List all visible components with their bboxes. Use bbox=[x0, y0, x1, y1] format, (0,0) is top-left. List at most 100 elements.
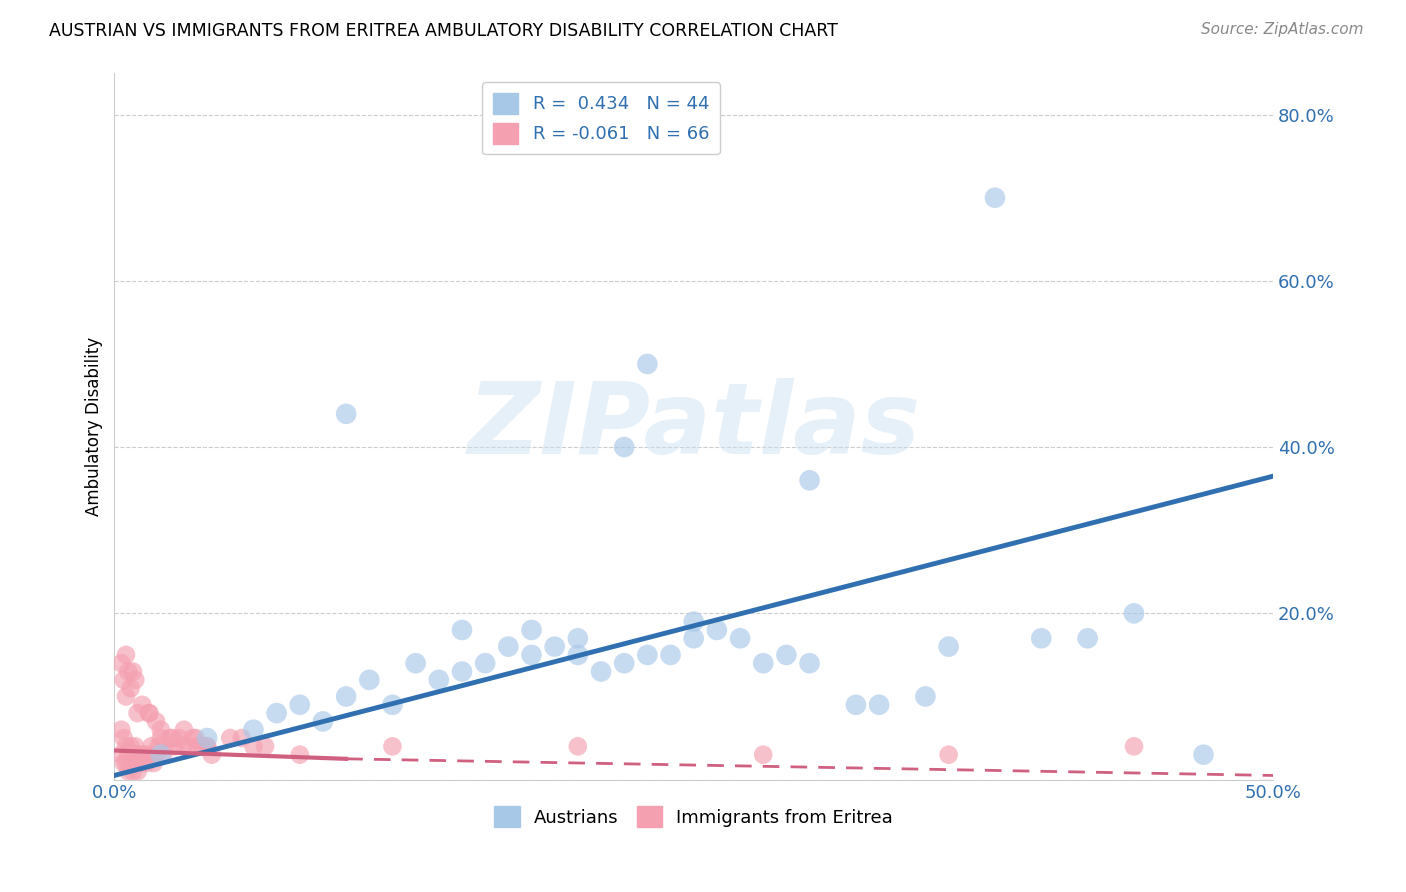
Point bbox=[427, 673, 450, 687]
Point bbox=[359, 673, 381, 687]
Point bbox=[520, 648, 543, 662]
Point bbox=[195, 739, 218, 754]
Point bbox=[163, 739, 186, 754]
Point bbox=[135, 756, 157, 770]
Point bbox=[451, 623, 474, 637]
Point bbox=[938, 747, 960, 762]
Point bbox=[115, 690, 138, 704]
Point bbox=[752, 657, 775, 671]
Point bbox=[381, 739, 404, 754]
Point bbox=[110, 657, 132, 671]
Point bbox=[110, 723, 132, 737]
Point bbox=[451, 665, 474, 679]
Point bbox=[149, 747, 172, 762]
Point bbox=[195, 739, 218, 754]
Point bbox=[242, 739, 264, 754]
Point bbox=[589, 665, 612, 679]
Point bbox=[1192, 747, 1215, 762]
Point bbox=[219, 731, 242, 745]
Point bbox=[231, 731, 253, 745]
Point bbox=[115, 756, 138, 770]
Point bbox=[122, 747, 145, 762]
Point bbox=[335, 407, 357, 421]
Point bbox=[567, 648, 589, 662]
Point bbox=[122, 764, 145, 779]
Point bbox=[613, 657, 636, 671]
Point bbox=[112, 673, 135, 687]
Point bbox=[112, 756, 135, 770]
Point bbox=[149, 731, 172, 745]
Point bbox=[115, 648, 138, 662]
Point bbox=[155, 739, 177, 754]
Point bbox=[799, 473, 821, 487]
Point bbox=[544, 640, 567, 654]
Point bbox=[173, 739, 195, 754]
Point bbox=[110, 747, 132, 762]
Point bbox=[1123, 739, 1146, 754]
Point bbox=[129, 747, 152, 762]
Point bbox=[567, 632, 589, 646]
Point bbox=[195, 731, 218, 745]
Point bbox=[266, 706, 288, 720]
Point bbox=[474, 657, 496, 671]
Point bbox=[131, 756, 153, 770]
Point bbox=[335, 690, 357, 704]
Point bbox=[152, 747, 174, 762]
Point bbox=[127, 747, 149, 762]
Point bbox=[253, 739, 276, 754]
Point bbox=[659, 648, 682, 662]
Text: AUSTRIAN VS IMMIGRANTS FROM ERITREA AMBULATORY DISABILITY CORRELATION CHART: AUSTRIAN VS IMMIGRANTS FROM ERITREA AMBU… bbox=[49, 22, 838, 40]
Point bbox=[173, 723, 195, 737]
Point bbox=[120, 739, 142, 754]
Y-axis label: Ambulatory Disability: Ambulatory Disability bbox=[86, 337, 103, 516]
Point bbox=[682, 615, 704, 629]
Point bbox=[127, 706, 149, 720]
Point bbox=[288, 698, 311, 712]
Point bbox=[117, 764, 139, 779]
Point bbox=[1123, 607, 1146, 621]
Point bbox=[868, 698, 890, 712]
Point bbox=[613, 440, 636, 454]
Point bbox=[498, 640, 520, 654]
Point bbox=[127, 764, 149, 779]
Point bbox=[142, 756, 165, 770]
Point bbox=[682, 632, 704, 646]
Point bbox=[728, 632, 751, 646]
Point bbox=[405, 657, 427, 671]
Point bbox=[1077, 632, 1099, 646]
Point bbox=[120, 756, 142, 770]
Point bbox=[145, 714, 167, 729]
Point bbox=[141, 739, 163, 754]
Point bbox=[184, 731, 207, 745]
Point bbox=[775, 648, 797, 662]
Point bbox=[381, 698, 404, 712]
Point bbox=[201, 747, 224, 762]
Point bbox=[191, 739, 214, 754]
Point bbox=[138, 747, 160, 762]
Point bbox=[149, 723, 172, 737]
Point bbox=[122, 665, 145, 679]
Point bbox=[288, 747, 311, 762]
Text: ZIPatlas: ZIPatlas bbox=[467, 378, 921, 475]
Point bbox=[799, 657, 821, 671]
Point bbox=[124, 756, 146, 770]
Point bbox=[181, 731, 204, 745]
Point bbox=[162, 731, 184, 745]
Point bbox=[117, 665, 139, 679]
Point bbox=[567, 739, 589, 754]
Point bbox=[134, 747, 156, 762]
Point bbox=[131, 698, 153, 712]
Point bbox=[520, 623, 543, 637]
Point bbox=[159, 731, 181, 745]
Legend: Austrians, Immigrants from Eritrea: Austrians, Immigrants from Eritrea bbox=[486, 799, 900, 834]
Point bbox=[120, 681, 142, 695]
Point bbox=[984, 191, 1007, 205]
Text: Source: ZipAtlas.com: Source: ZipAtlas.com bbox=[1201, 22, 1364, 37]
Point bbox=[938, 640, 960, 654]
Point bbox=[312, 714, 335, 729]
Point bbox=[914, 690, 936, 704]
Point bbox=[845, 698, 868, 712]
Point bbox=[177, 739, 200, 754]
Point bbox=[1031, 632, 1053, 646]
Point bbox=[636, 357, 658, 371]
